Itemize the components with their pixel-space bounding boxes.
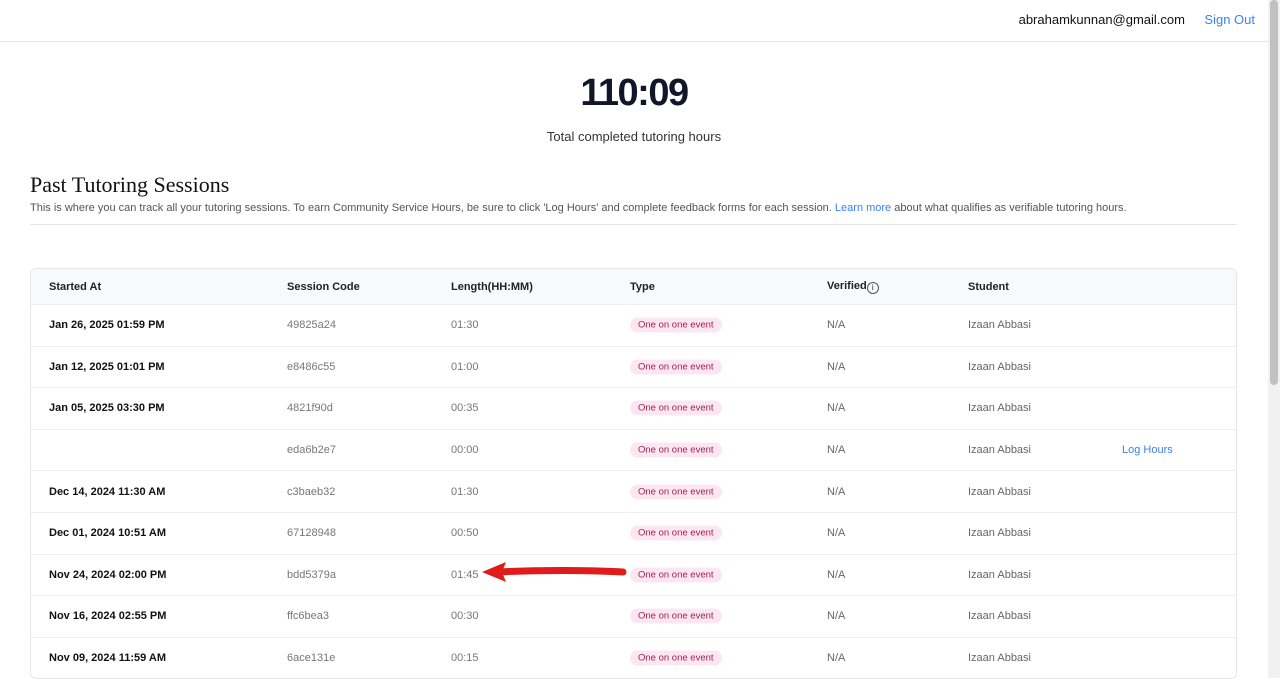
column-type: Type (630, 280, 655, 293)
student-name: Izaan Abbasi (968, 610, 1031, 623)
session-code: bdd5379a (287, 568, 336, 581)
session-code: e8486c55 (287, 360, 336, 373)
table-row: Dec 14, 2024 11:30 AM c3baeb32 01:30 One on… (31, 470, 1236, 512)
table-row: Jan 26, 2025 01:59 PM 49825a24 01:30 One on… (31, 304, 1236, 346)
student-name: Izaan Abbasi (968, 527, 1031, 540)
type-badge: One on one event (630, 484, 722, 500)
type-badge: One on one event (630, 525, 722, 541)
started-at: Jan 05, 2025 03:30 PM (49, 402, 165, 415)
column-verified: Verified i (827, 280, 879, 294)
length: 01:00 (451, 360, 479, 373)
length: 00:00 (451, 444, 479, 457)
student-name: Izaan Abbasi (968, 485, 1031, 498)
started-at: Dec 01, 2024 10:51 AM (49, 527, 166, 540)
started-at: Nov 09, 2024 11:59 AM (49, 652, 166, 665)
verified-status: N/A (827, 444, 846, 457)
verified-status: N/A (827, 527, 846, 540)
column-started-at: Started At (49, 280, 102, 293)
learn-more-link[interactable]: Learn more (834, 202, 892, 214)
session-code: 49825a24 (287, 319, 336, 332)
table-row: eda6b2e7 00:00 One on one event N/A Izaan Ab… (31, 428, 1236, 471)
verified-status: N/A (827, 568, 846, 581)
red-arrow-annotation (482, 562, 627, 582)
verified-status: N/A (827, 319, 846, 332)
table-row: Dec 01, 2024 10:51 AM 67128948 00:50 One on… (31, 511, 1236, 554)
description-end: about what qualifies as verifiable tutor… (891, 202, 1127, 214)
started-at: Nov 16, 2024 02:55 PM (49, 610, 167, 623)
started-at: Dec 14, 2024 11:30 AM (49, 485, 166, 498)
length: 00:50 (451, 527, 479, 540)
total-hours: 110:09 (580, 72, 689, 114)
verified-status: N/A (827, 652, 846, 665)
arrow-head (482, 562, 506, 582)
type-badge: One on one event (630, 650, 722, 666)
started-at: Jan 12, 2025 01:01 PM (49, 360, 165, 373)
description-text: This is where you can track all your tut… (30, 202, 835, 214)
scrollbar-thumb[interactable] (1270, 0, 1278, 385)
session-code: 67128948 (287, 527, 336, 540)
session-code: 6ace131e (287, 652, 336, 665)
verified-label: Verified (827, 279, 867, 292)
column-length: Length(HH:MM) (451, 280, 533, 293)
student-name: Izaan Abbasi (968, 568, 1031, 581)
verified-status: N/A (827, 485, 846, 498)
scrollbar[interactable] (1268, 0, 1280, 678)
session-code: 4821f90d (287, 402, 333, 415)
page-description: This is where you can track all your tut… (30, 202, 1127, 214)
length: 01:30 (451, 319, 479, 332)
student-name: Izaan Abbasi (968, 360, 1031, 373)
length: 00:35 (451, 402, 479, 415)
session-code: c3baeb32 (287, 485, 336, 498)
length: 01:45 (451, 568, 479, 581)
sign-out-link[interactable]: Sign Out (1204, 12, 1255, 27)
table-row: Nov 16, 2024 02:55 PM ffc6bea3 00:30 One on… (31, 595, 1236, 637)
column-session-code: Session Code (287, 280, 360, 293)
sessions-table: Started At Session Code Length(HH:MM) Ty… (30, 268, 1237, 679)
started-at: Jan 26, 2025 01:59 PM (49, 319, 165, 332)
user-email: abrahamkunnan@gmail.com (1018, 12, 1185, 27)
student-name: Izaan Abbasi (968, 402, 1031, 415)
session-code: ffc6bea3 (287, 610, 330, 623)
type-badge: One on one event (630, 608, 722, 624)
verified-status: N/A (827, 402, 846, 415)
type-badge: One on one event (630, 400, 722, 416)
type-badge: One on one event (630, 359, 722, 375)
page-title: Past Tutoring Sessions (30, 172, 230, 197)
total-hours-label: Total completed tutoring hours (546, 129, 722, 144)
student-name: Izaan Abbasi (968, 319, 1031, 332)
type-badge: One on one event (630, 317, 722, 333)
table-row: Nov 09, 2024 11:59 AM 6ace131e 00:15 One on… (31, 636, 1236, 679)
student-name: Izaan Abbasi (968, 652, 1031, 665)
arrow-shaft (494, 567, 627, 576)
table-row: Jan 05, 2025 03:30 PM 4821f90d 00:35 One on… (31, 387, 1236, 429)
info-circle-icon[interactable]: i (866, 281, 879, 294)
started-at: Nov 24, 2024 02:00 PM (49, 568, 167, 581)
length: 00:30 (451, 610, 479, 623)
divider (30, 224, 1237, 225)
table-header: Started At Session Code Length(HH:MM) Ty… (31, 269, 1236, 304)
type-badge: One on one event (630, 442, 722, 458)
student-name: Izaan Abbasi (968, 444, 1031, 457)
log-hours-link[interactable]: Log Hours (1122, 444, 1173, 457)
type-badge: One on one event (630, 567, 722, 583)
top-bar: abrahamkunnan@gmail.com Sign Out (0, 0, 1268, 42)
verified-status: N/A (827, 610, 846, 623)
table-row: Nov 24, 2024 02:00 PM bdd5379a 01:45 One on… (31, 553, 1236, 596)
length: 01:30 (451, 485, 479, 498)
verified-status: N/A (827, 360, 846, 373)
column-student: Student (968, 280, 1009, 293)
table-row: Jan 12, 2025 01:01 PM e8486c55 01:00 One on… (31, 345, 1236, 388)
session-code: eda6b2e7 (287, 444, 336, 457)
length: 00:15 (451, 652, 479, 665)
